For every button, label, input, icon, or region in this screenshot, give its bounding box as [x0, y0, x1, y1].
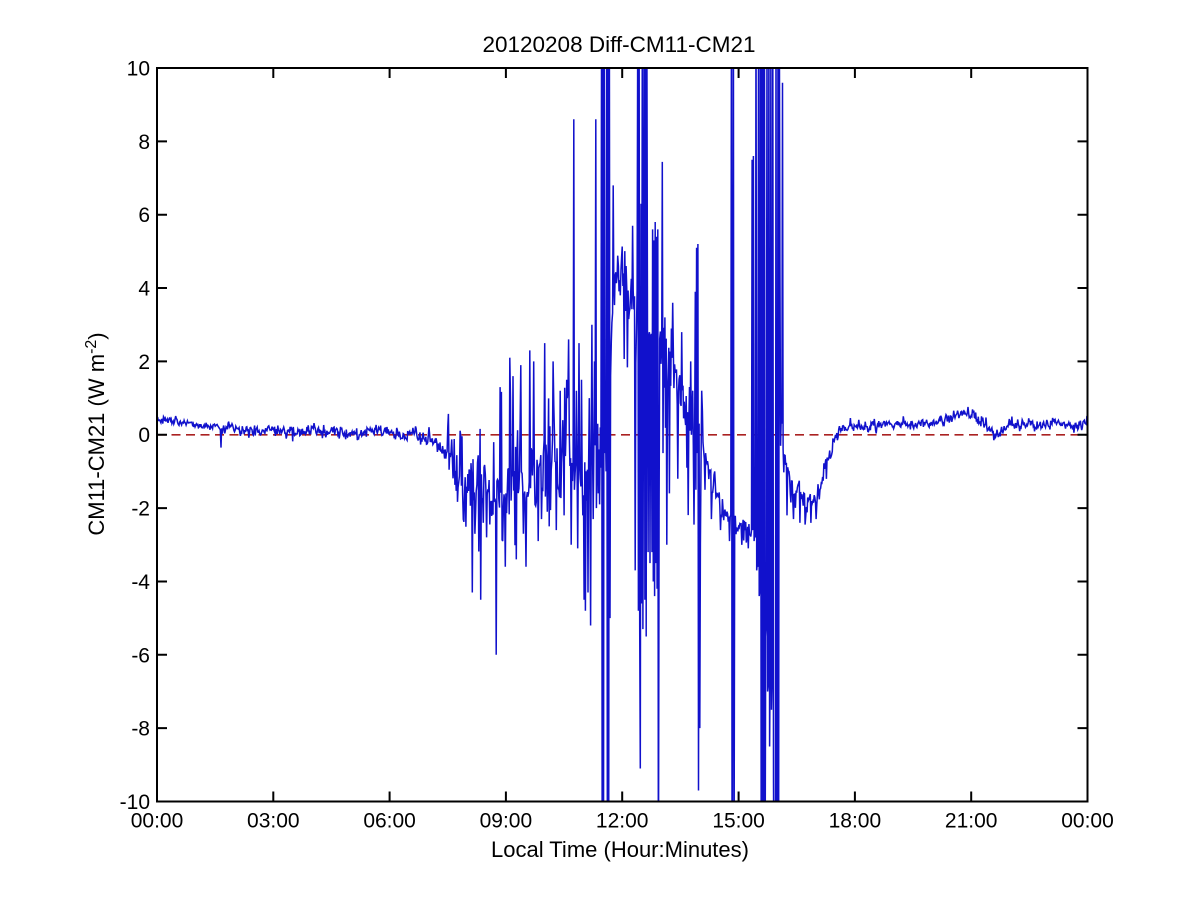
svg-text:Local Time (Hour:Minutes): Local Time (Hour:Minutes) — [491, 837, 749, 862]
svg-text:06:00: 06:00 — [363, 810, 416, 833]
svg-text:15:00: 15:00 — [712, 810, 765, 833]
svg-text:10: 10 — [127, 58, 150, 81]
svg-text:20120208 Diff-CM11-CM21: 20120208 Diff-CM11-CM21 — [482, 32, 755, 57]
svg-text:18:00: 18:00 — [829, 810, 882, 833]
svg-text:8: 8 — [138, 131, 150, 154]
svg-text:-2: -2 — [131, 498, 150, 521]
svg-text:12:00: 12:00 — [596, 810, 649, 833]
svg-text:-4: -4 — [131, 571, 150, 594]
svg-text:03:00: 03:00 — [247, 810, 300, 833]
svg-text:6: 6 — [138, 204, 150, 227]
svg-text:09:00: 09:00 — [480, 810, 533, 833]
svg-text:0: 0 — [138, 424, 150, 447]
svg-text:00:00: 00:00 — [131, 810, 184, 833]
svg-text:-8: -8 — [131, 718, 150, 741]
svg-text:-6: -6 — [131, 644, 150, 667]
svg-text:00:00: 00:00 — [1061, 810, 1114, 833]
svg-text:-10: -10 — [120, 791, 150, 814]
svg-text:4: 4 — [138, 278, 150, 301]
svg-text:2: 2 — [138, 351, 150, 374]
svg-text:21:00: 21:00 — [945, 810, 998, 833]
svg-text:CM11-CM21 (W m-2): CM11-CM21 (W m-2) — [83, 332, 109, 535]
